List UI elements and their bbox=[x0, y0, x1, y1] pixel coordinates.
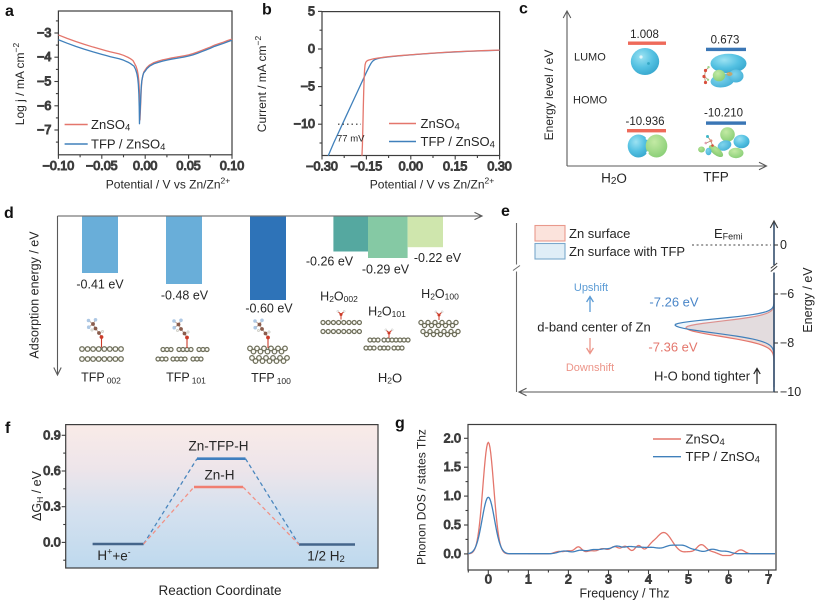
svg-text:Zn surface: Zn surface bbox=[569, 226, 630, 241]
svg-text:Phonon DOS / states Thz: Phonon DOS / states Thz bbox=[415, 429, 429, 565]
svg-text:0.3: 0.3 bbox=[43, 500, 60, 514]
svg-text:ZnSO4: ZnSO4 bbox=[421, 116, 460, 132]
svg-text:−5: −5 bbox=[37, 75, 51, 89]
svg-text:-0.41 eV: -0.41 eV bbox=[76, 278, 124, 292]
svg-text:Zn surface with TFP: Zn surface with TFP bbox=[569, 244, 685, 259]
svg-text:6: 6 bbox=[725, 573, 732, 587]
svg-text:5: 5 bbox=[308, 4, 315, 18]
svg-text:H2O: H2O bbox=[601, 171, 627, 187]
svg-text:Downshift: Downshift bbox=[566, 362, 614, 374]
svg-text:TFP / ZnSO4: TFP / ZnSO4 bbox=[686, 449, 760, 465]
svg-text:0: 0 bbox=[485, 573, 492, 587]
svg-text:1.0: 1.0 bbox=[444, 489, 461, 503]
svg-text:0.05: 0.05 bbox=[176, 159, 200, 173]
svg-text:−10: −10 bbox=[780, 385, 801, 399]
svg-text:−10: −10 bbox=[294, 117, 315, 131]
svg-text:b: b bbox=[262, 2, 272, 19]
svg-text:0.0: 0.0 bbox=[444, 547, 461, 561]
svg-text:Adsorption energy / eV: Adsorption energy / eV bbox=[28, 231, 42, 359]
svg-text:a: a bbox=[5, 3, 14, 20]
svg-text:2: 2 bbox=[565, 573, 572, 587]
svg-text:LUMO: LUMO bbox=[574, 52, 606, 64]
svg-text:0.30: 0.30 bbox=[487, 160, 511, 174]
svg-text:0.10: 0.10 bbox=[220, 159, 244, 173]
svg-text:0.673: 0.673 bbox=[711, 35, 740, 47]
svg-text:-7.26 eV: -7.26 eV bbox=[649, 295, 698, 310]
svg-text:−0.05: −0.05 bbox=[86, 159, 118, 173]
svg-text:H2O100: H2O100 bbox=[421, 287, 459, 302]
svg-text:0.9: 0.9 bbox=[43, 428, 60, 442]
svg-text:Energy / eV: Energy / eV bbox=[801, 267, 815, 333]
svg-text:−6: −6 bbox=[37, 99, 51, 113]
svg-text:e: e bbox=[501, 203, 510, 220]
svg-text:Current / mA cm−2: Current / mA cm−2 bbox=[253, 36, 269, 133]
svg-text:−6: −6 bbox=[780, 287, 794, 301]
svg-text:Potential / V vs Zn/Zn2+: Potential / V vs Zn/Zn2+ bbox=[370, 176, 494, 192]
svg-text:H++e-: H++e- bbox=[97, 547, 130, 564]
svg-text:ZnSO4: ZnSO4 bbox=[686, 432, 725, 448]
svg-text:1.5: 1.5 bbox=[444, 460, 461, 474]
svg-text:TFP / ZnSO4: TFP / ZnSO4 bbox=[91, 137, 165, 153]
svg-text:Reaction Coordinate: Reaction Coordinate bbox=[158, 583, 281, 598]
svg-text:1.008: 1.008 bbox=[630, 29, 659, 41]
svg-text:H2O: H2O bbox=[378, 370, 402, 386]
svg-text:-0.29 eV: -0.29 eV bbox=[362, 263, 410, 277]
svg-text:−5: −5 bbox=[301, 80, 315, 94]
svg-text:5: 5 bbox=[685, 573, 692, 587]
svg-text:0.5: 0.5 bbox=[444, 518, 461, 532]
svg-text:4: 4 bbox=[645, 573, 652, 587]
svg-text:-0.60 eV: -0.60 eV bbox=[245, 302, 293, 316]
svg-text:ΔGH / eV: ΔGH / eV bbox=[30, 470, 45, 521]
svg-text:d: d bbox=[4, 205, 14, 222]
svg-text:H2O002: H2O002 bbox=[320, 290, 358, 305]
svg-text:Energy level / eV: Energy level / eV bbox=[542, 50, 556, 141]
svg-text:7: 7 bbox=[765, 573, 772, 587]
svg-text:−7: −7 bbox=[37, 123, 51, 137]
svg-text:0.6: 0.6 bbox=[43, 464, 60, 478]
svg-text:TFP / ZnSO4: TFP / ZnSO4 bbox=[421, 134, 495, 150]
svg-text:−0.30: −0.30 bbox=[306, 160, 338, 174]
svg-text:77 mV: 77 mV bbox=[337, 134, 365, 145]
svg-text:d-band center of Zn: d-band center of Zn bbox=[537, 320, 650, 335]
svg-text:-10.210: -10.210 bbox=[704, 108, 743, 120]
svg-text:-0.22 eV: -0.22 eV bbox=[414, 251, 462, 265]
svg-text:0.15: 0.15 bbox=[443, 160, 467, 174]
svg-text:-0.26 eV: -0.26 eV bbox=[306, 255, 354, 269]
svg-text:g: g bbox=[395, 415, 405, 432]
svg-text:−0.15: −0.15 bbox=[351, 160, 383, 174]
svg-text:Zn-H: Zn-H bbox=[205, 468, 235, 483]
svg-text:−0.10: −0.10 bbox=[43, 159, 75, 173]
svg-text:3: 3 bbox=[605, 573, 612, 587]
svg-text:−8: −8 bbox=[780, 336, 794, 350]
svg-text:1/2 H2: 1/2 H2 bbox=[307, 549, 345, 565]
svg-text:0.00: 0.00 bbox=[399, 160, 423, 174]
svg-text:−3: −3 bbox=[37, 26, 51, 40]
svg-text:Zn-TFP-H: Zn-TFP-H bbox=[189, 439, 249, 454]
svg-text:ZnSO4: ZnSO4 bbox=[91, 117, 130, 133]
svg-text:f: f bbox=[5, 420, 11, 437]
svg-text:2.0: 2.0 bbox=[444, 431, 461, 445]
svg-text:1: 1 bbox=[525, 573, 532, 587]
svg-text:-10.936: -10.936 bbox=[625, 116, 664, 128]
svg-text:−4: −4 bbox=[37, 50, 51, 64]
svg-text:0.0: 0.0 bbox=[43, 535, 60, 549]
svg-text:0.00: 0.00 bbox=[133, 159, 157, 173]
svg-text:Log j / mA cm−2: Log j / mA cm−2 bbox=[11, 43, 27, 126]
svg-text:H-O bond tighter: H-O bond tighter bbox=[654, 369, 751, 384]
svg-text:c: c bbox=[519, 1, 528, 18]
svg-text:-0.48 eV: -0.48 eV bbox=[161, 289, 209, 303]
svg-text:TFP: TFP bbox=[703, 170, 729, 185]
svg-text:Frequency / Thz: Frequency / Thz bbox=[579, 587, 669, 601]
svg-text:HOMO: HOMO bbox=[573, 95, 608, 107]
svg-text:-7.36 eV: -7.36 eV bbox=[648, 340, 697, 355]
svg-text:0: 0 bbox=[308, 42, 315, 56]
svg-text:Upshift: Upshift bbox=[574, 282, 608, 294]
svg-text:Potential / V vs Zn/Zn2+: Potential / V vs Zn/Zn2+ bbox=[106, 176, 230, 192]
svg-text:H2O101: H2O101 bbox=[368, 305, 406, 320]
svg-text:0: 0 bbox=[780, 238, 787, 252]
